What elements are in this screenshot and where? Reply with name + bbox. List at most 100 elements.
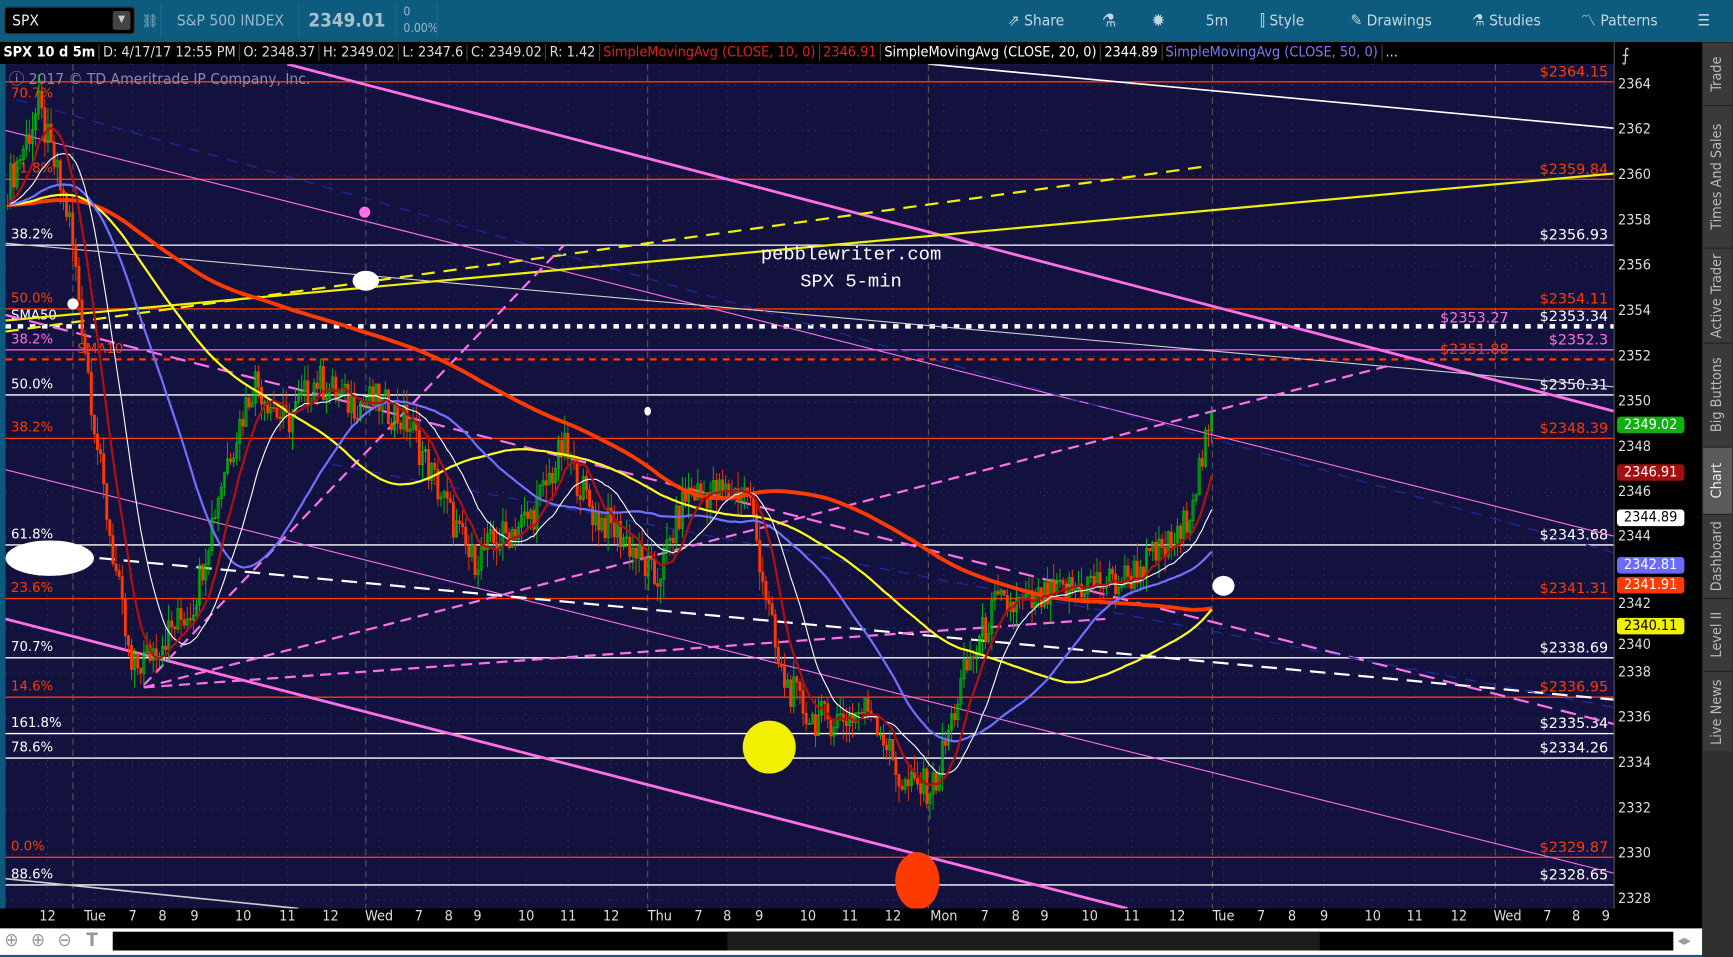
- sma10-label[interactable]: SimpleMovingAvg (CLOSE, 10, 0): [599, 44, 820, 61]
- expand-icon[interactable]: ◂▸: [1677, 932, 1691, 950]
- time-tick: 10: [517, 908, 535, 926]
- candle-body: [1052, 579, 1056, 594]
- fib-price-label: $2341.31: [1540, 581, 1609, 597]
- candle-body: [21, 148, 25, 161]
- candle-body: [795, 676, 799, 683]
- fib-price-label: $2338.69: [1540, 640, 1609, 656]
- candle-body: [58, 160, 62, 191]
- fib-percent-label: 161.8%: [11, 716, 62, 731]
- price-tick: 2364: [1618, 76, 1651, 93]
- time-tick: 8: [1571, 908, 1581, 926]
- candle-body: [1070, 577, 1074, 591]
- scrollbar-thumb[interactable]: [727, 931, 1320, 951]
- symbol-description: S&P 500 INDEX: [176, 12, 284, 30]
- sma50-label[interactable]: SimpleMovingAvg (CLOSE, 50, 0): [1162, 44, 1383, 61]
- marker-dot: [644, 406, 651, 416]
- candle-body: [1107, 568, 1111, 586]
- candle-body: [835, 714, 839, 728]
- time-tick: 12: [39, 908, 56, 926]
- candle-body: [182, 619, 186, 626]
- candle-body: [343, 383, 347, 391]
- candle-body: [696, 483, 700, 501]
- candle-body: [532, 509, 536, 530]
- candle-body: [925, 768, 929, 804]
- text-tool-icon[interactable]: T: [86, 929, 98, 952]
- candle-body: [699, 483, 703, 494]
- candle-body: [554, 468, 557, 484]
- more-studies[interactable]: ...: [1385, 44, 1398, 61]
- fib-price-label: $2352.3: [1549, 332, 1608, 348]
- candle-body: [1126, 565, 1130, 577]
- menu-icon[interactable]: ☰: [1697, 12, 1711, 30]
- candle-body: [102, 453, 106, 485]
- sma20-label[interactable]: SimpleMovingAvg (CLOSE, 20, 0): [881, 44, 1101, 61]
- candle-body: [306, 380, 310, 405]
- candle-icon: ⫿: [1259, 12, 1265, 30]
- price-chart[interactable]: $2364.15 70.7% $2359.84 61.8% $2356.93 38.2% $…: [5, 64, 1614, 909]
- side-tab-level-ii[interactable]: Level II: [1703, 597, 1732, 671]
- side-tab-active-trader[interactable]: Active Trader: [1703, 247, 1732, 343]
- share-button[interactable]: ⇗ Share: [1007, 12, 1065, 30]
- chart-canvas[interactable]: $2364.15 70.7% $2359.84 61.8% $2356.93 38.2% $…: [5, 64, 1614, 909]
- crosshair-icon[interactable]: ⊕: [4, 929, 19, 952]
- time-tick: 7: [414, 908, 424, 926]
- side-tab-trade[interactable]: Trade: [1703, 41, 1732, 105]
- time-tick: 10: [799, 908, 817, 926]
- side-tabs: Trade Times And Sales Active Trader Big But…: [1702, 41, 1733, 957]
- candle-body: [142, 652, 146, 674]
- chevron-down-icon[interactable]: ▼: [112, 11, 131, 30]
- price-tick: 2344: [1618, 528, 1651, 546]
- candle-body: [671, 538, 675, 543]
- candle-body: [702, 492, 706, 494]
- chart-info-bar: SPX 10 d 5m D: 4/17/17 12:55 PM O: 2348.37…: [0, 41, 1733, 65]
- time-tick: 12: [1168, 908, 1186, 926]
- autoscale-icon[interactable]: ⨍: [1621, 44, 1630, 66]
- chart-scrollbar[interactable]: [112, 931, 1674, 951]
- candle-body: [123, 598, 127, 637]
- zoom-out-icon[interactable]: ⊖: [57, 929, 72, 952]
- candle-body: [1203, 429, 1207, 467]
- side-tab-chart[interactable]: Chart: [1703, 446, 1732, 514]
- candle-body: [1194, 494, 1198, 501]
- link-icon[interactable]: ⛓: [141, 13, 159, 29]
- price-axis[interactable]: ⨍ 2349.02 2346.91 2344.89 2342.81 2341.91 234…: [1613, 41, 1704, 929]
- candle-body: [139, 667, 143, 674]
- zoom-in-icon[interactable]: ⊕: [30, 929, 46, 952]
- time-axis[interactable]: 12 Tue 7 8 9 10 11 12 Wed 7 8 9 10 11 12 Thu 7 8 9 10 11 12 Mo…: [0, 908, 1703, 929]
- candle-body: [894, 759, 898, 775]
- fib-price-label: $2353.27: [1440, 310, 1509, 326]
- side-tab-live-news[interactable]: Live News: [1703, 670, 1732, 752]
- candle-body: [588, 489, 591, 507]
- candle-body: [185, 618, 189, 626]
- candle-body: [427, 449, 431, 481]
- candle-body: [269, 407, 273, 414]
- candle-body: [755, 514, 759, 541]
- candle-body: [386, 389, 390, 425]
- side-tab-big-buttons[interactable]: Big Buttons: [1703, 342, 1732, 447]
- side-tab-times-and-sales[interactable]: Times And Sales: [1703, 104, 1732, 248]
- timeframe-button[interactable]: 5m: [1205, 12, 1229, 30]
- side-tab-dashboard[interactable]: Dashboard: [1703, 513, 1732, 598]
- trendline-drawing: [16, 98, 1614, 554]
- symbol-selector[interactable]: SPX ▼: [4, 6, 135, 35]
- candle-body: [906, 779, 910, 787]
- time-tick: 7: [1256, 908, 1266, 926]
- close: C: 2349.02: [467, 44, 547, 61]
- candle-body: [646, 557, 650, 576]
- drawings-button[interactable]: ✎ Drawings: [1350, 12, 1432, 30]
- candle-body: [210, 517, 214, 552]
- candle-body: [1101, 587, 1105, 589]
- gear-icon[interactable]: ✹: [1151, 9, 1165, 31]
- patterns-button[interactable]: 〽 Patterns: [1580, 12, 1658, 30]
- flask-icon[interactable]: ⚗: [1101, 9, 1117, 31]
- candle-body: [1188, 520, 1192, 533]
- studies-button[interactable]: ⚗ Studies: [1472, 12, 1541, 30]
- candle-body: [882, 734, 885, 746]
- time-tick: 8: [1011, 908, 1020, 926]
- style-button[interactable]: ⫿ Style: [1259, 12, 1305, 30]
- price-tick: 2336: [1618, 709, 1651, 727]
- candle-body: [297, 394, 301, 402]
- candle-body: [1210, 412, 1213, 431]
- price-tick: 2354: [1618, 302, 1651, 320]
- price-tick: 2328: [1618, 890, 1651, 908]
